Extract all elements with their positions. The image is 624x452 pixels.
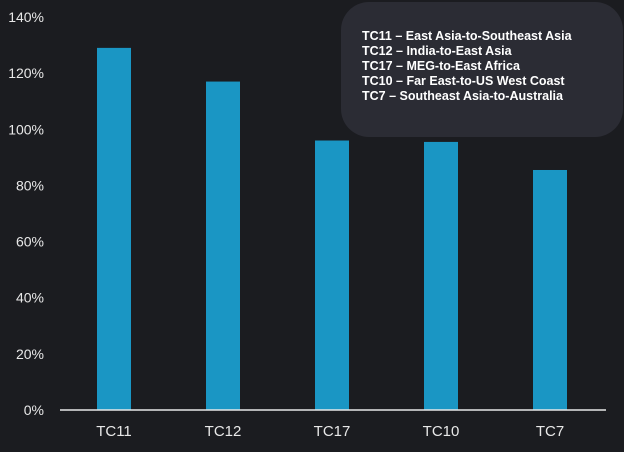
legend-entry: TC17 – MEG-to-East Africa xyxy=(362,59,520,73)
bar-tc10 xyxy=(424,141,458,411)
legend-entry: TC12 – India-to-East Asia xyxy=(362,44,512,58)
x-tick-label: TC12 xyxy=(205,423,242,440)
y-tick-label: 20% xyxy=(16,346,44,362)
legend-entry: TC11 – East Asia-to-Southeast Asia xyxy=(362,29,572,43)
x-tick-label: TC7 xyxy=(536,423,564,440)
y-tick-label: 0% xyxy=(24,402,44,418)
bar-tc7 xyxy=(533,169,567,410)
legend: TC11 – East Asia-to-Southeast Asia TC12 … xyxy=(341,2,623,137)
y-tick-label: 80% xyxy=(16,177,44,193)
x-axis-labels: TC11 TC12 TC17 TC10 TC7 xyxy=(96,423,564,440)
bar-tc11 xyxy=(97,47,131,410)
x-tick-label: TC11 xyxy=(96,423,132,440)
y-tick-label: 140% xyxy=(8,9,44,25)
bar-tc17 xyxy=(315,140,349,410)
y-tick-label: 40% xyxy=(16,290,44,306)
x-tick-label: TC10 xyxy=(423,423,460,440)
y-tick-label: 100% xyxy=(8,121,44,137)
legend-entry: TC10 – Far East-to-US West Coast xyxy=(362,74,565,88)
x-tick-label: TC17 xyxy=(314,423,351,440)
bars xyxy=(97,47,567,411)
y-axis-ticks: 0% 20% 40% 60% 80% 100% 120% 140% xyxy=(8,9,44,418)
y-tick-label: 60% xyxy=(16,234,44,250)
bar-tc12 xyxy=(206,81,240,411)
y-tick-label: 120% xyxy=(8,65,44,81)
legend-entry: TC7 – Southeast Asia-to-Australia xyxy=(362,89,563,103)
